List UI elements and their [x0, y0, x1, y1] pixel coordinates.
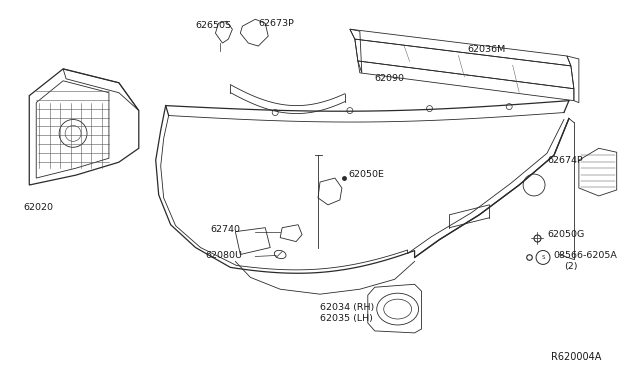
Text: R620004A: R620004A: [551, 352, 602, 362]
Text: 62050G: 62050G: [547, 230, 584, 239]
Text: 62035 (LH): 62035 (LH): [320, 314, 373, 324]
Text: 62673P: 62673P: [259, 19, 294, 28]
Text: 62050E: 62050E: [348, 170, 384, 179]
Text: S: S: [541, 255, 545, 260]
Text: 62740: 62740: [211, 225, 241, 234]
Text: 62036M: 62036M: [467, 45, 506, 54]
Text: 62674P: 62674P: [547, 156, 583, 165]
Text: 62090: 62090: [375, 74, 404, 83]
Text: (2): (2): [564, 262, 577, 271]
Text: 62034 (RH): 62034 (RH): [320, 302, 374, 312]
Text: 08566-6205A: 08566-6205A: [553, 251, 617, 260]
Text: 62650S: 62650S: [196, 21, 232, 30]
Text: 62020: 62020: [23, 203, 53, 212]
Text: 62080U: 62080U: [205, 251, 243, 260]
